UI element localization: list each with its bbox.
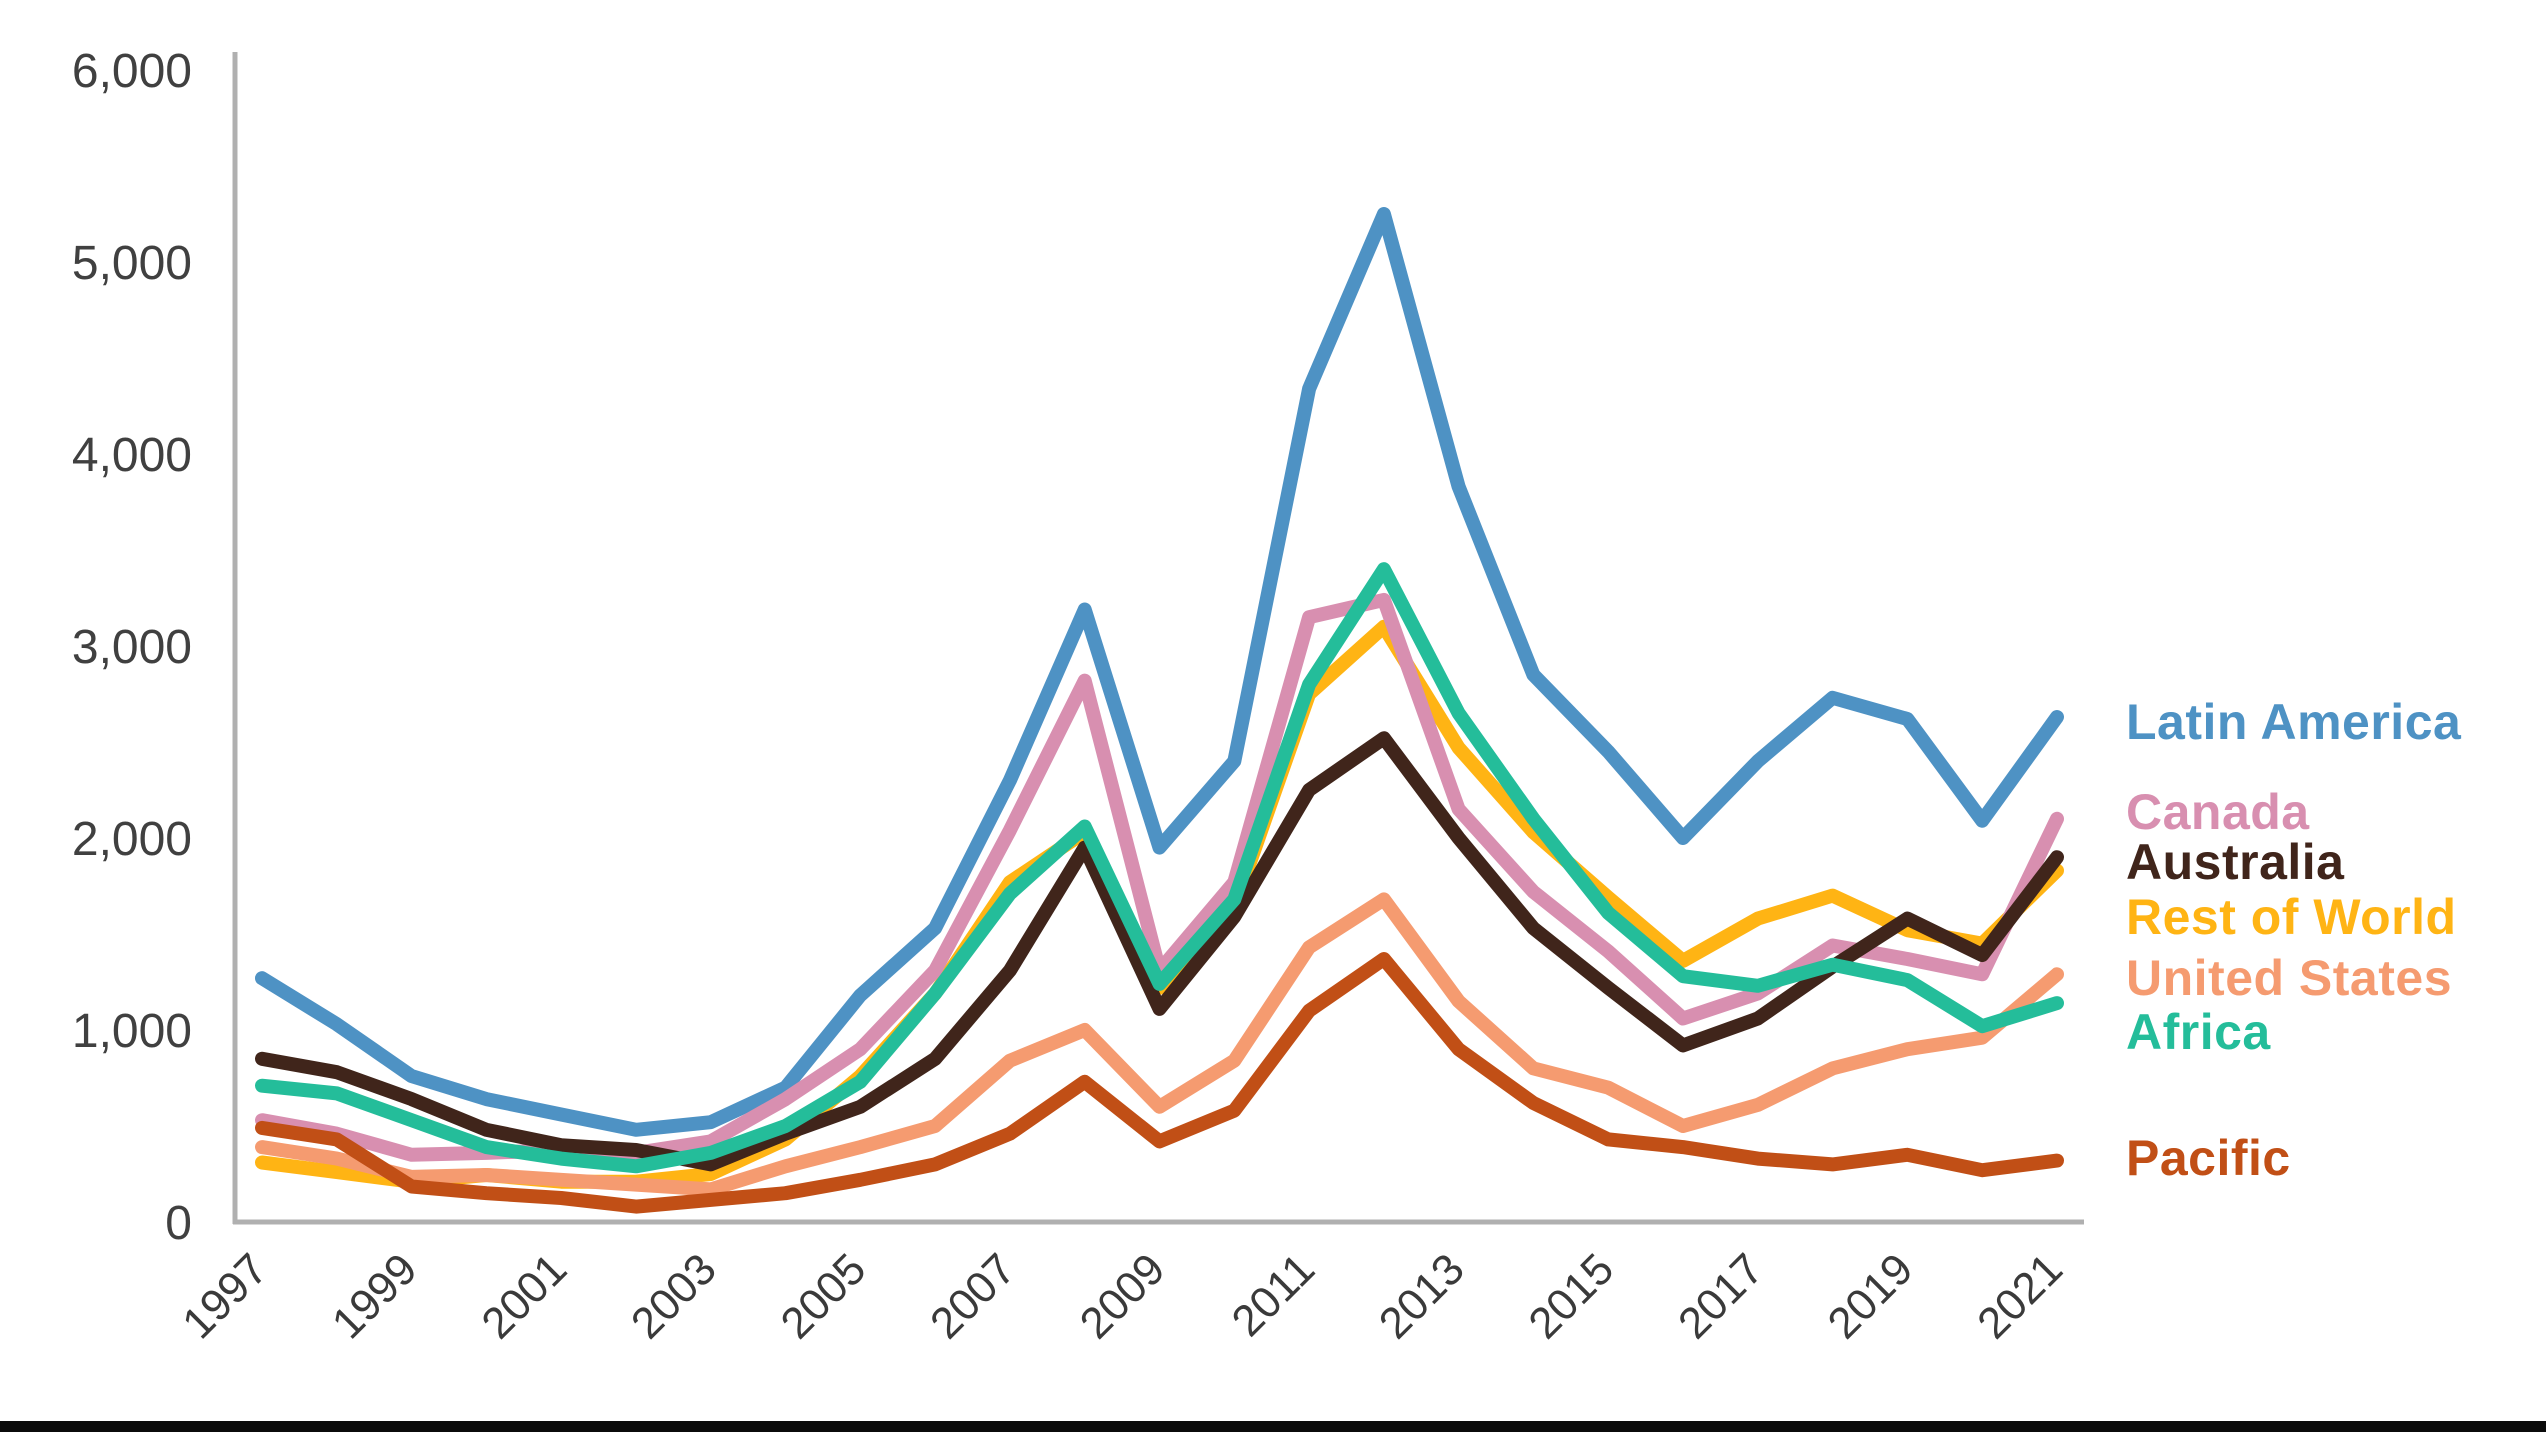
- line-africa: [255, 562, 2064, 1174]
- x-tick-label-2015: 2015: [1519, 1244, 1623, 1348]
- x-tick-label-1999: 1999: [323, 1244, 427, 1348]
- y-tick-label-3000: 3,000: [72, 621, 192, 674]
- x-tick-label-2019: 2019: [1819, 1244, 1923, 1348]
- x-tick-label-2013: 2013: [1370, 1244, 1474, 1348]
- y-tick-label-2000: 2,000: [72, 813, 192, 866]
- bottom-black-bar: [0, 1421, 2546, 1432]
- x-tick-label-1997: 1997: [173, 1244, 277, 1348]
- y-tick-label-6000: 6,000: [72, 45, 192, 98]
- line-australia: [255, 731, 2064, 1172]
- line-canada: [255, 592, 2064, 1162]
- x-tick-label-2003: 2003: [622, 1244, 726, 1348]
- y-tick-label-0: 0: [165, 1197, 192, 1250]
- line-latin-america: [255, 207, 2064, 1137]
- x-tick-label-2021: 2021: [1968, 1244, 2072, 1348]
- line-pacific: [255, 952, 2064, 1214]
- x-tick-label-2005: 2005: [772, 1244, 876, 1348]
- x-tick-label-2011: 2011: [1223, 1244, 1325, 1346]
- y-tick-label-4000: 4,000: [72, 429, 192, 482]
- y-tick-label-1000: 1,000: [72, 1005, 192, 1058]
- line-united-states: [255, 892, 2064, 1197]
- y-tick-label-5000: 5,000: [72, 237, 192, 290]
- x-tick-label-2001: 2001: [472, 1244, 576, 1348]
- x-tick-label-2017: 2017: [1669, 1244, 1773, 1348]
- x-tick-label-2007: 2007: [921, 1244, 1025, 1348]
- x-tick-label-2009: 2009: [1071, 1244, 1175, 1348]
